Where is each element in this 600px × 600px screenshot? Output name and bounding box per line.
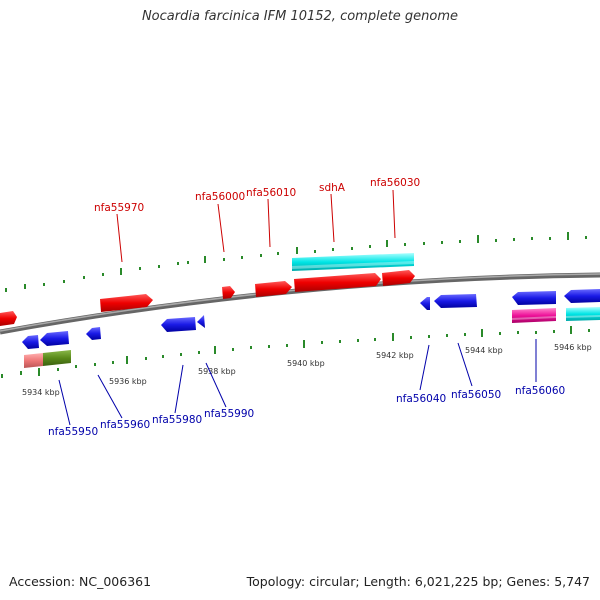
genome-summary: Topology: circular; Length: 6,021,225 bp…	[246, 574, 590, 589]
gene-label[interactable]: nfa56010	[246, 187, 296, 199]
gene-arrow	[512, 291, 556, 305]
gene-label[interactable]: nfa55980	[152, 414, 202, 426]
gene-label[interactable]: nfa55990	[204, 408, 254, 420]
scale-label: 5944 kbp	[465, 346, 503, 355]
gene-label[interactable]: nfa56050	[451, 389, 501, 401]
gene-arrow	[100, 294, 153, 312]
gene-arrow	[0, 311, 17, 326]
gene-arrow	[161, 317, 196, 332]
reverse-genes	[22, 289, 600, 349]
map-title: Nocardia farcinica IFM 10152, complete g…	[141, 9, 459, 24]
gene-label[interactable]: nfa56060	[515, 385, 565, 397]
highlight-band-lower	[24, 308, 556, 368]
accession-text: Accession: NC_006361	[9, 574, 152, 589]
gene-label[interactable]: nfa55960	[100, 419, 150, 431]
gene-arrow	[22, 335, 39, 349]
gene-arrow	[86, 327, 101, 340]
gene-arrow	[382, 270, 415, 286]
scale-label: 5946 kbp	[554, 343, 592, 352]
upper-tick-row	[5, 232, 587, 292]
scale-label: 5942 kbp	[376, 351, 414, 360]
gene-label[interactable]: nfa55950	[48, 426, 98, 438]
forward-genes	[0, 270, 415, 326]
scale-label: 5938 kbp	[198, 367, 236, 376]
gene-arrow	[294, 273, 381, 292]
gene-label[interactable]: sdhA	[319, 182, 346, 194]
lower-tick-row	[1, 326, 590, 378]
gene-arrow	[434, 294, 477, 308]
highlight-band-cyan	[292, 253, 600, 321]
gene-arrow	[197, 315, 205, 328]
gene-label[interactable]: nfa56040	[396, 393, 446, 405]
gene-arrow	[564, 289, 600, 303]
gene-label[interactable]: nfa55970	[94, 202, 144, 214]
gene-arrow	[40, 331, 69, 346]
scale-label: 5940 kbp	[287, 359, 325, 368]
gene-arrow	[222, 286, 235, 299]
gene-label[interactable]: nfa56000	[195, 191, 245, 203]
scale-label: 5934 kbp	[22, 388, 60, 397]
gene-arrow	[255, 281, 292, 297]
scale-label: 5936 kbp	[109, 377, 147, 386]
gene-arrow	[420, 297, 430, 310]
gene-label[interactable]: nfa56030	[370, 177, 420, 189]
bottom-label-leaders	[58, 339, 537, 426]
top-label-leaders	[116, 189, 396, 263]
